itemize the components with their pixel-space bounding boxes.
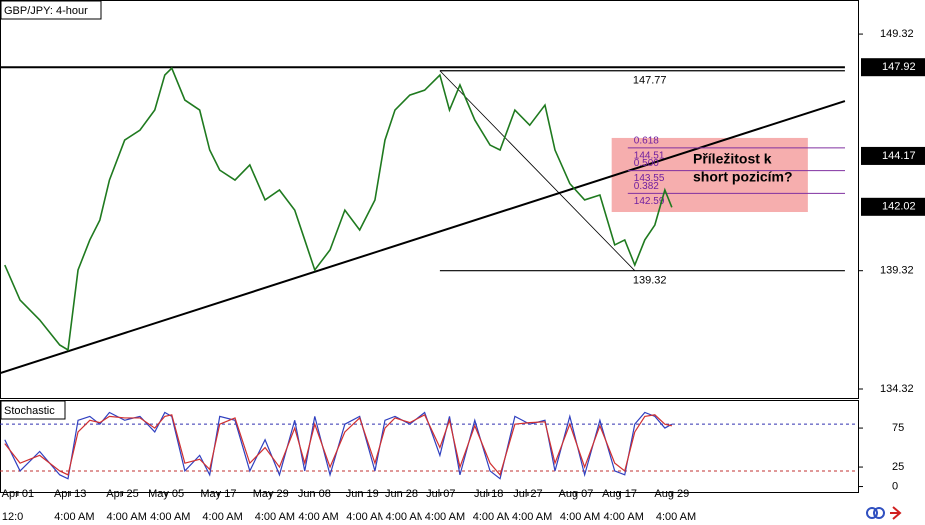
- x-sublabel: 4:00 AM: [512, 511, 552, 523]
- x-tick-label: Jun 28: [385, 488, 418, 500]
- price-marker-label: 144.17: [882, 150, 916, 162]
- x-tick-label: Apr 01: [2, 488, 34, 500]
- price-marker-label: 142.02: [882, 201, 916, 213]
- price-marker: [861, 58, 925, 77]
- annotation: Příležitost k: [693, 151, 772, 167]
- fib-price: 143.55: [634, 173, 665, 184]
- x-tick-label: Jul 07: [426, 488, 455, 500]
- x-tick-label: Jun 08: [298, 488, 331, 500]
- x-sublabel-bg: [600, 508, 651, 524]
- chart-title: GBP/JPY: 4-hour: [4, 5, 88, 17]
- y-tick-label: 149.32: [880, 28, 914, 40]
- x-tick-label: Apr 25: [106, 488, 138, 500]
- toolbar-icons[interactable]: [866, 506, 902, 520]
- level-label: 147.77: [633, 75, 667, 87]
- x-sublabel-bg: [421, 508, 472, 524]
- title-box: [0, 0, 102, 20]
- fib-price: 144.51: [634, 151, 665, 162]
- x-sublabel-bg: [51, 508, 102, 524]
- x-tick-label: May 29: [253, 488, 289, 500]
- x-sublabel: 4:00 AM: [346, 511, 386, 523]
- price-marker-label: 147.92: [882, 61, 916, 73]
- x-tick-label: Aug 29: [654, 488, 689, 500]
- x-sublabel-bg: [382, 508, 433, 524]
- stochastic-title: Stochastic: [4, 405, 55, 417]
- x-sublabel-bg: [251, 508, 302, 524]
- x-sublabel: 4:00 AM: [425, 511, 465, 523]
- stochastic-tick-label: 25: [892, 461, 904, 473]
- x-sublabel: 4:00 AM: [386, 511, 426, 523]
- x-sublabel-bg: [508, 508, 559, 524]
- x-tick-label: Jun 19: [346, 488, 379, 500]
- price-marker: [861, 146, 925, 165]
- x-sublabel-bg: [295, 508, 346, 524]
- x-sublabel: 4:00 AM: [54, 511, 94, 523]
- x-tick-label: May 17: [200, 488, 236, 500]
- zone: [611, 137, 808, 213]
- trendline: [0, 100, 846, 375]
- x-sublabel: 4:00 AM: [656, 511, 696, 523]
- x-sublabel: 4:00 AM: [298, 511, 338, 523]
- arrow-icon[interactable]: [890, 506, 902, 520]
- fib-price: 142.59: [634, 196, 665, 207]
- stochastic-tick-label: 0: [892, 480, 898, 492]
- stochastic-title-box: [0, 400, 66, 420]
- x-sublabel: 4:00 AM: [150, 511, 190, 523]
- x-tick-label: Jul 27: [513, 488, 542, 500]
- x-sublabel-bg: [343, 508, 394, 524]
- x-sublabel: 4:00 AM: [604, 511, 644, 523]
- x-sublabel: 4:00 AM: [560, 511, 600, 523]
- stochastic-tick-label: 75: [892, 422, 904, 434]
- x-sublabel-bg: [199, 508, 250, 524]
- y-tick-label: 139.32: [880, 265, 914, 277]
- link-icon[interactable]: [866, 507, 878, 519]
- swing: [439, 70, 636, 271]
- x-sublabel: 12:0: [2, 511, 23, 523]
- x-sublabel-bg: [103, 508, 154, 524]
- annotation: short pozicím?: [693, 169, 793, 185]
- x-sublabel-bg: [652, 508, 703, 524]
- fib-ratio: 0.382: [634, 181, 659, 192]
- fib-ratio: 0.618: [634, 136, 659, 147]
- x-tick-label: Apr 13: [54, 488, 86, 500]
- price-line: [4, 66, 673, 352]
- x-sublabel: 4:00 AM: [255, 511, 295, 523]
- stochastic-line: [4, 413, 672, 477]
- x-sublabel: 4:00 AM: [202, 511, 242, 523]
- level-label: 139.32: [633, 275, 667, 287]
- x-sublabel-bg: [147, 508, 198, 524]
- price-marker: [861, 197, 925, 216]
- x-sublabel: 4:00 AM: [107, 511, 147, 523]
- stochastic-panel: [0, 400, 859, 493]
- x-sublabel-bg: [0, 508, 49, 524]
- x-tick-label: Jul 18: [474, 488, 503, 500]
- y-tick-label: 134.32: [880, 383, 914, 395]
- x-tick-label: May 05: [148, 488, 184, 500]
- fib-ratio: 0.500: [634, 158, 659, 169]
- x-sublabel-bg: [469, 508, 520, 524]
- x-tick-label: Aug 07: [558, 488, 593, 500]
- x-tick-label: Aug 17: [602, 488, 637, 500]
- x-sublabel-bg: [556, 508, 607, 524]
- link-icon-b[interactable]: [873, 507, 885, 519]
- x-sublabel: 4:00 AM: [473, 511, 513, 523]
